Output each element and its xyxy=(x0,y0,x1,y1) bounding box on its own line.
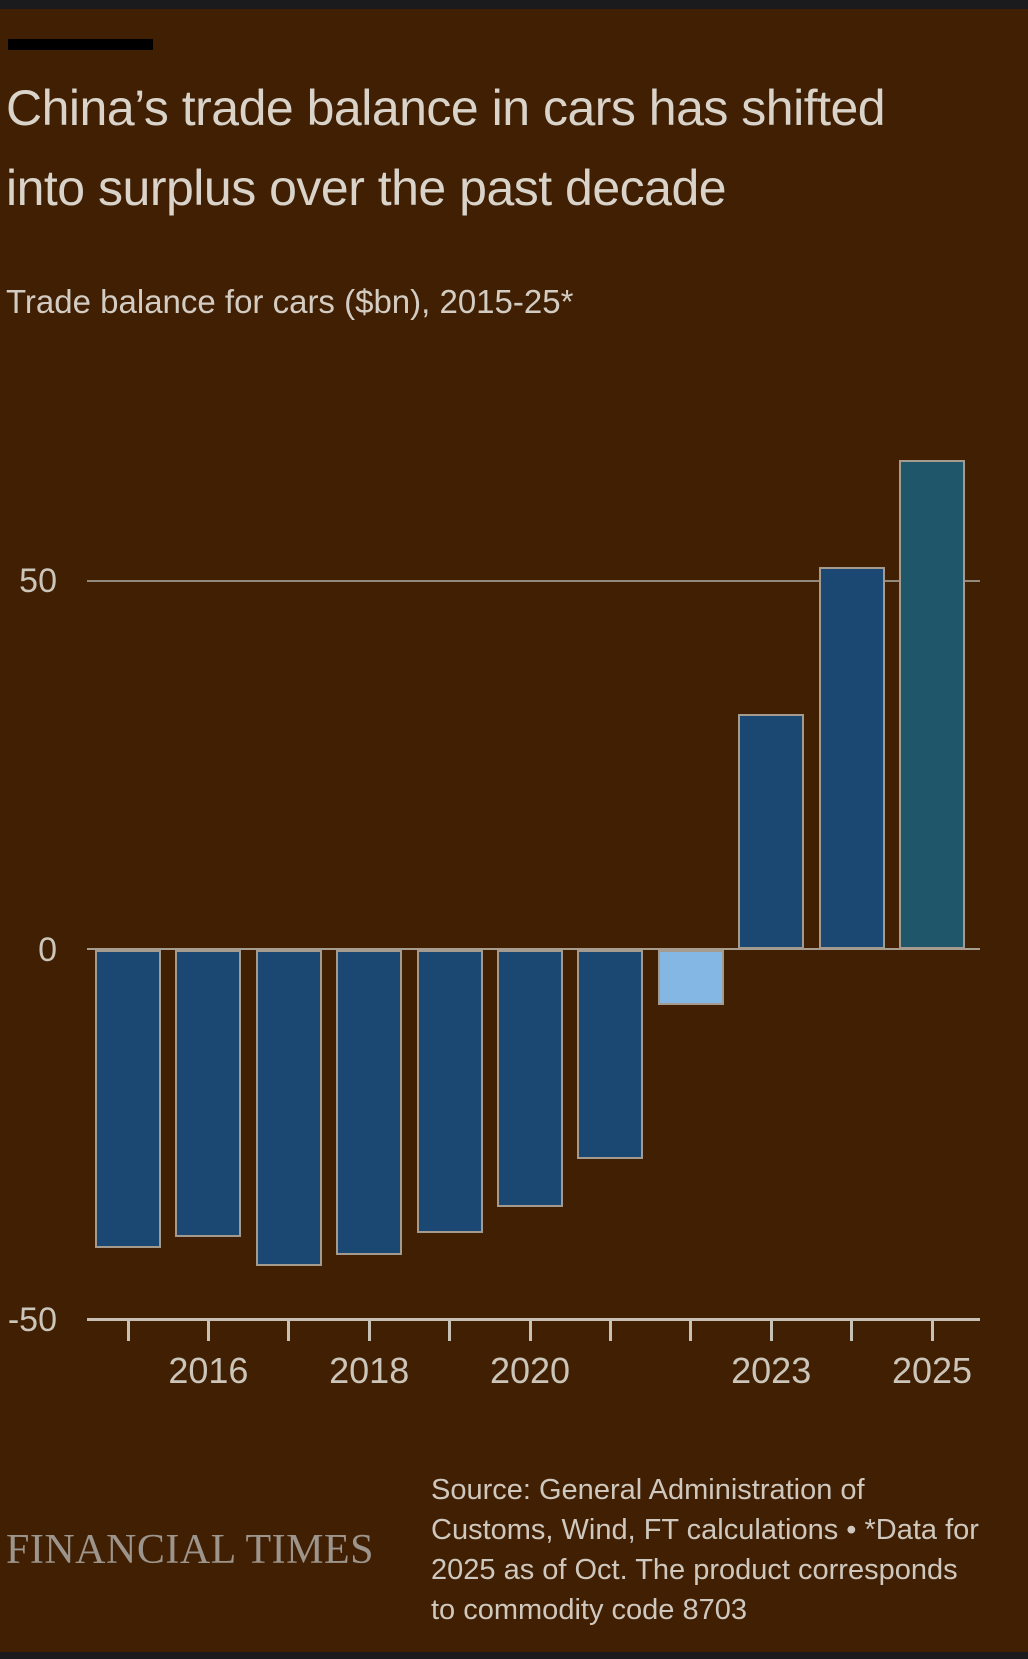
x-axis-label-2018: 2018 xyxy=(329,1350,410,1391)
financial-times-logo: FINANCIAL TIMES xyxy=(6,1527,375,1573)
x-axis-tick-2025 xyxy=(930,1321,934,1341)
x-axis-tick-2022 xyxy=(689,1321,693,1341)
x-axis-label-2016: 2016 xyxy=(168,1350,249,1391)
source-line: to commodity code 8703 xyxy=(431,1594,747,1626)
source-line: 2025 as of Oct. The product corresponds xyxy=(431,1554,958,1586)
source-note: Source: General Administration of Customs… xyxy=(431,1470,1028,1630)
x-axis-tick-2018 xyxy=(367,1321,371,1341)
bar-2020 xyxy=(497,949,563,1208)
bar-2017 xyxy=(255,949,322,1266)
bar-2018 xyxy=(336,949,403,1255)
source-line: Customs, Wind, FT calculations • *Data f… xyxy=(431,1514,979,1546)
x-axis-tick-2023 xyxy=(769,1321,773,1341)
x-axis-label-2025: 2025 xyxy=(891,1350,973,1391)
gridline-50 xyxy=(87,580,980,582)
y-axis-label-0: 0 xyxy=(38,931,57,969)
x-axis-line xyxy=(87,1318,980,1321)
top-frame-strip xyxy=(0,0,1028,9)
x-axis-tick-2024 xyxy=(850,1321,854,1341)
chart-title-line-2: into surplus over the past decade xyxy=(6,160,727,216)
zero-baseline xyxy=(87,948,980,950)
y-axis-label-minus-50: -50 xyxy=(7,1301,57,1339)
x-axis-label-2020: 2020 xyxy=(489,1350,571,1391)
bar-2021 xyxy=(577,949,644,1160)
chart-subtitle: Trade balance for cars ($bn), 2015-25* xyxy=(6,283,574,320)
bar-2024 xyxy=(818,566,885,950)
bar-2015 xyxy=(95,949,161,1248)
x-axis-tick-2020 xyxy=(528,1321,532,1341)
bar-2023 xyxy=(738,713,805,950)
source-line: Source: General Administration of xyxy=(431,1474,865,1506)
x-axis-tick-2016 xyxy=(206,1321,210,1341)
bottom-frame-strip xyxy=(0,1652,1028,1659)
bar-2022 xyxy=(657,949,724,1005)
bar-2025 xyxy=(899,460,965,950)
title-rule xyxy=(8,39,153,50)
bar-2019 xyxy=(416,949,483,1233)
chart-title-line-1: China’s trade balance in cars has shifte… xyxy=(6,80,886,136)
y-axis-label-50: 50 xyxy=(19,562,57,600)
bar-2016 xyxy=(175,949,242,1237)
x-axis-label-2023: 2023 xyxy=(731,1350,812,1391)
chart-title: China’s trade balance in cars has shifte… xyxy=(6,68,1016,228)
x-axis-tick-2021 xyxy=(608,1321,612,1341)
x-axis-tick-2017 xyxy=(287,1321,291,1341)
x-axis-tick-2015 xyxy=(126,1321,130,1341)
x-axis-tick-2019 xyxy=(448,1321,452,1341)
